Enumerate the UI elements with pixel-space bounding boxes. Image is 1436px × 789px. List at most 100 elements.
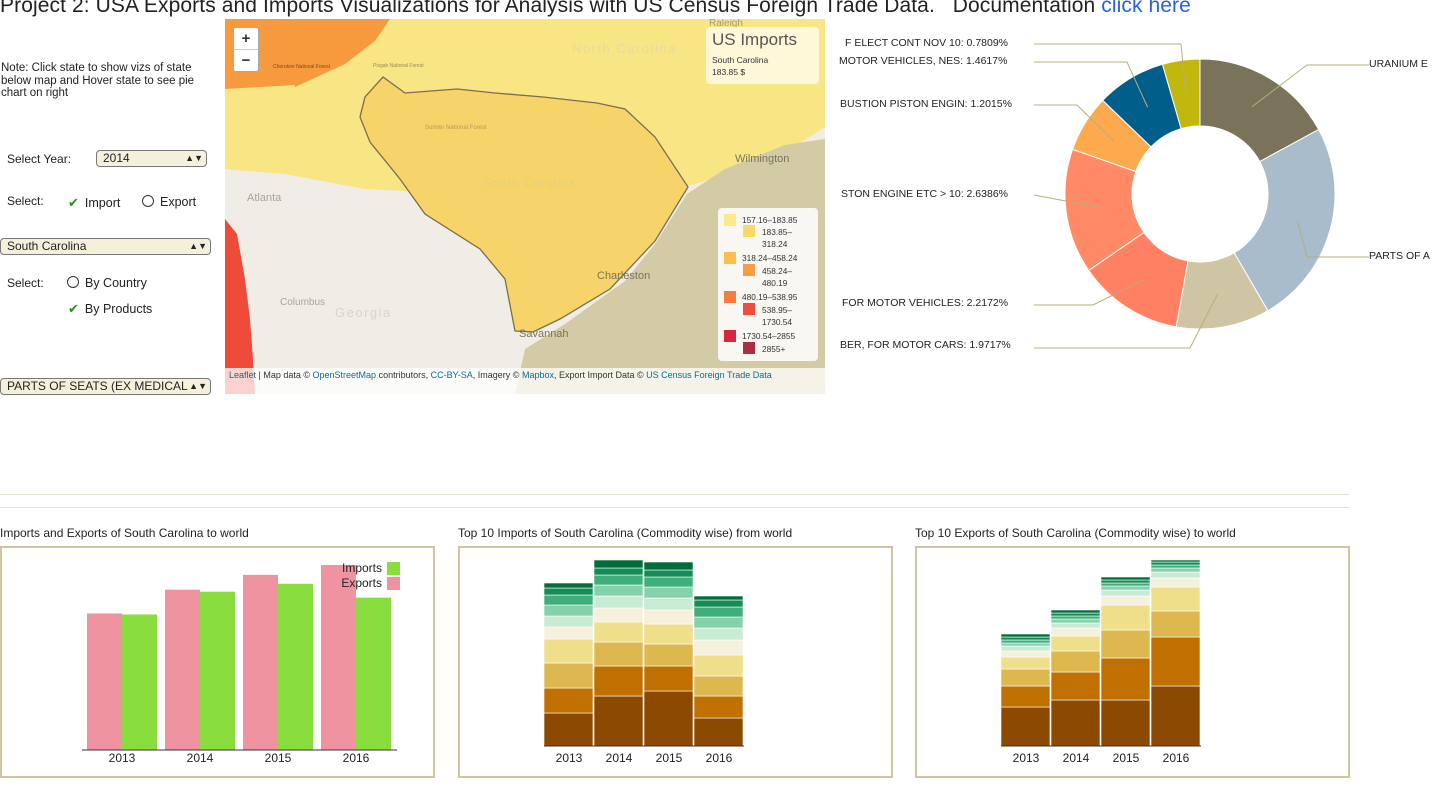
stack-segment-2013-8[interactable] — [543, 587, 594, 596]
stack-segment-2014-6[interactable] — [593, 584, 644, 597]
by-products-option[interactable]: ✔ By Products — [68, 301, 152, 317]
tennessee-region[interactable] — [225, 19, 390, 94]
stack-segment-2013-5[interactable] — [543, 615, 594, 628]
stack-segment-2014-3[interactable] — [593, 621, 644, 643]
stack-segment-2014-3[interactable] — [1050, 635, 1101, 652]
export-option[interactable]: Export — [142, 195, 196, 209]
stack-segment-2016-6[interactable] — [693, 616, 744, 629]
stack-segment-2015-9[interactable] — [1100, 576, 1151, 581]
south-carolina-region[interactable] — [359, 76, 689, 333]
stack-segment-2014-5[interactable] — [593, 595, 644, 609]
stack-segment-2013-6[interactable] — [543, 604, 594, 617]
stack-segment-2013-3[interactable] — [543, 638, 594, 664]
stack-segment-2015-1[interactable] — [1100, 657, 1151, 701]
stack-segment-2016-4[interactable] — [1150, 577, 1201, 588]
osm-link[interactable]: OpenStreetMap — [312, 370, 377, 380]
stack-segment-2015-3[interactable] — [643, 623, 694, 645]
stack-segment-2016-7[interactable] — [693, 606, 744, 618]
stack-segment-2014-7[interactable] — [593, 574, 644, 586]
stack-segment-2015-9[interactable] — [643, 561, 694, 571]
documentation-link[interactable]: click here — [1101, 0, 1191, 17]
stack-segment-2014-2[interactable] — [1050, 650, 1101, 673]
bar-imports-2015[interactable] — [278, 583, 313, 750]
stack-segment-2016-9[interactable] — [1150, 559, 1201, 563]
stack-segment-2016-3[interactable] — [1150, 586, 1201, 612]
stack-segment-2013-7[interactable] — [1000, 639, 1051, 644]
stack-segment-2015-4[interactable] — [643, 609, 694, 625]
stack-segment-2013-8[interactable] — [1000, 636, 1051, 641]
stack-segment-2016-2[interactable] — [1150, 610, 1201, 638]
stack-segment-2014-4[interactable] — [593, 607, 644, 623]
stack-segment-2014-8[interactable] — [593, 567, 644, 576]
stack-segment-2014-7[interactable] — [1050, 615, 1101, 620]
bar-imports-2014[interactable] — [200, 591, 235, 750]
stack-segment-2014-4[interactable] — [1050, 627, 1101, 637]
stack-segment-2016-6[interactable] — [1150, 567, 1201, 573]
stack-segment-2016-0[interactable] — [693, 717, 744, 747]
stack-segment-2015-3[interactable] — [1100, 604, 1151, 631]
mapbox-link[interactable]: Mapbox — [521, 370, 554, 380]
stack-segment-2014-9[interactable] — [1050, 609, 1101, 614]
stack-segment-2016-9[interactable] — [693, 595, 744, 601]
stack-segment-2013-2[interactable] — [1000, 668, 1051, 687]
pie-slice[interactable] — [1233, 128, 1336, 312]
stack-segment-2013-9[interactable] — [543, 582, 594, 589]
bar-imports-2013[interactable] — [122, 614, 157, 750]
stack-segment-2015-2[interactable] — [1100, 629, 1151, 659]
stack-segment-2016-7[interactable] — [1150, 564, 1201, 569]
stack-segment-2016-5[interactable] — [693, 627, 744, 641]
bar-exports-2015[interactable] — [243, 574, 278, 750]
stack-segment-2015-4[interactable] — [1100, 595, 1151, 606]
stack-segment-2013-2[interactable] — [543, 662, 594, 689]
leaflet-link[interactable]: Leaflet — [229, 370, 257, 380]
stack-segment-2015-8[interactable] — [643, 569, 694, 578]
product-select[interactable]: PARTS OF SEATS (EX MEDICAL ▲▼ — [0, 378, 211, 395]
stack-segment-2016-1[interactable] — [1150, 636, 1201, 687]
census-link[interactable]: US Census Foreign Trade Data — [646, 370, 772, 380]
zoom-in-button[interactable]: + — [241, 30, 251, 47]
by-country-option[interactable]: By Country — [67, 276, 147, 290]
stack-segment-2016-3[interactable] — [693, 654, 744, 677]
stack-segment-2013-9[interactable] — [1000, 633, 1051, 638]
stack-segment-2015-7[interactable] — [643, 576, 694, 588]
pie-slice[interactable] — [1161, 58, 1201, 130]
zoom-out-button[interactable]: − — [234, 49, 258, 71]
stack-segment-2015-5[interactable] — [643, 597, 694, 611]
stack-segment-2014-5[interactable] — [1050, 622, 1101, 629]
stack-segment-2013-4[interactable] — [543, 626, 594, 640]
stack-segment-2016-1[interactable] — [693, 695, 744, 719]
stack-segment-2014-6[interactable] — [1050, 618, 1101, 624]
stack-segment-2016-5[interactable] — [1150, 571, 1201, 579]
stack-segment-2013-0[interactable] — [1000, 706, 1051, 747]
stack-segment-2013-3[interactable] — [1000, 656, 1051, 670]
stack-segment-2016-4[interactable] — [693, 639, 744, 656]
year-select[interactable]: 2014 ▲▼ — [96, 150, 207, 167]
stack-segment-2013-1[interactable] — [543, 687, 594, 714]
state-select[interactable]: South Carolina ▲▼ — [0, 238, 211, 255]
stack-segment-2016-8[interactable] — [1150, 561, 1201, 566]
stack-segment-2014-8[interactable] — [1050, 612, 1101, 617]
stack-segment-2013-0[interactable] — [543, 712, 594, 747]
stack-segment-2016-0[interactable] — [1150, 685, 1201, 747]
bar-exports-2016[interactable] — [321, 564, 356, 750]
stack-segment-2013-5[interactable] — [1000, 645, 1051, 652]
stack-segment-2014-1[interactable] — [593, 665, 644, 697]
stack-segment-2015-0[interactable] — [643, 690, 694, 747]
stack-segment-2013-7[interactable] — [543, 594, 594, 606]
stack-segment-2016-8[interactable] — [693, 599, 744, 608]
stack-segment-2013-1[interactable] — [1000, 685, 1051, 708]
choropleth-map[interactable]: Sumter National Forest Cherokee National… — [225, 19, 825, 394]
stack-segment-2015-6[interactable] — [1100, 585, 1151, 591]
bar-exports-2014[interactable] — [165, 589, 200, 750]
stack-segment-2014-0[interactable] — [593, 695, 644, 747]
stack-segment-2014-9[interactable] — [593, 559, 644, 569]
stack-segment-2015-7[interactable] — [1100, 582, 1151, 587]
stack-segment-2015-8[interactable] — [1100, 579, 1151, 584]
cc-link[interactable]: CC-BY-SA — [430, 370, 473, 380]
alabama-region[interactable] — [225, 219, 255, 394]
bar-imports-2016[interactable] — [356, 597, 391, 750]
stack-segment-2015-5[interactable] — [1100, 589, 1151, 597]
stack-segment-2016-2[interactable] — [693, 675, 744, 697]
stack-segment-2014-2[interactable] — [593, 641, 644, 667]
stack-segment-2015-6[interactable] — [643, 586, 694, 599]
